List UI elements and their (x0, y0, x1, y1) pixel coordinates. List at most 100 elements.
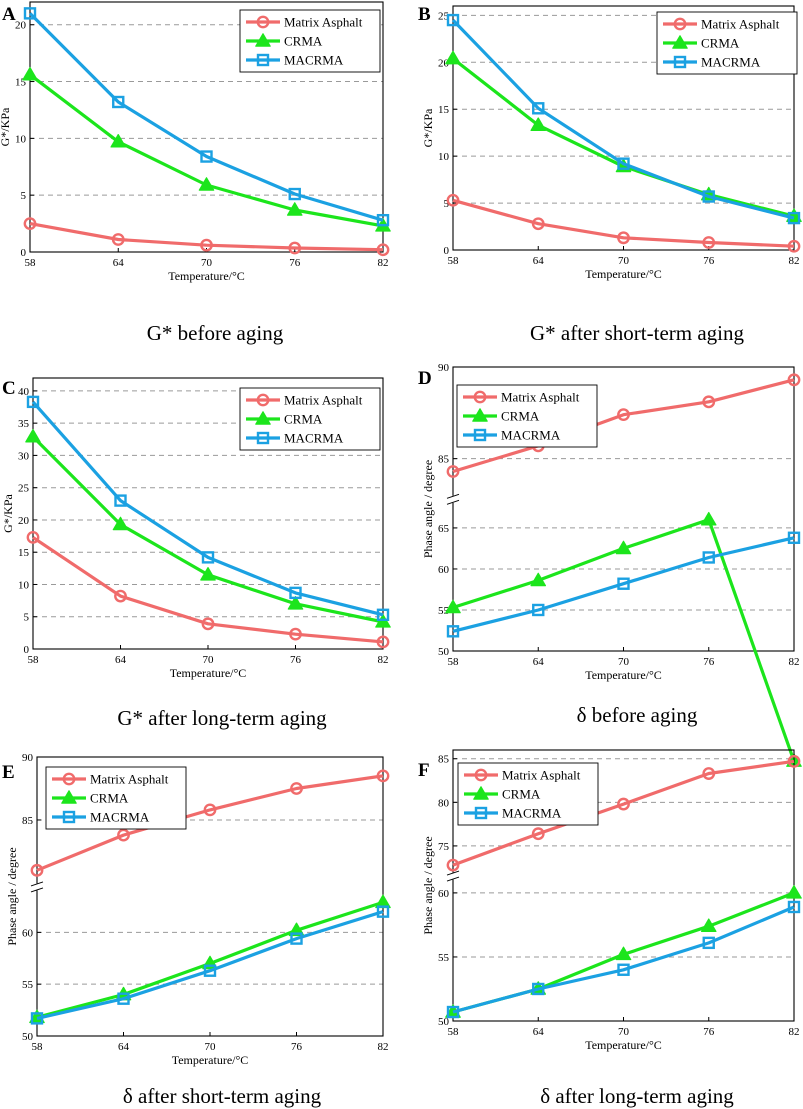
legend-marker (672, 35, 688, 49)
data-point (617, 797, 630, 811)
y-tick-label: 60 (22, 927, 34, 939)
data-point (787, 211, 801, 225)
y-tick-label: 0 (21, 247, 27, 259)
data-point (617, 577, 630, 590)
x-tick-label: 82 (789, 656, 800, 668)
data-point (110, 133, 127, 148)
chart-panel-d: D 50 55 60 65 85 90 58 64 70 76 82 Temperature/°C Pha… (418, 362, 802, 767)
panel-letter: A (2, 4, 16, 25)
data-point (376, 213, 390, 227)
data-point (787, 373, 801, 387)
data-point (290, 932, 303, 945)
legend-label: Matrix Asphalt (502, 768, 581, 783)
legend-label: MACRMA (701, 55, 761, 70)
legend-label: CRMA (502, 787, 541, 802)
y-tick-label: 15 (18, 547, 30, 559)
y-axis-title: Phase angle / degree (421, 460, 435, 558)
series-line-0 (32, 536, 384, 644)
data-point (201, 551, 215, 564)
series-line-0 (452, 759, 795, 867)
axis-break-mark (30, 887, 44, 893)
legend-marker (255, 411, 271, 425)
data-point (26, 395, 40, 409)
data-point (446, 13, 460, 27)
y-tick-label: 50 (22, 1031, 34, 1043)
x-tick-label: 76 (703, 255, 715, 267)
panel-letter: C (2, 378, 16, 399)
data-point (30, 863, 44, 877)
panel-caption: G* before aging (147, 321, 284, 345)
legend-label: Matrix Asphalt (501, 390, 580, 405)
y-tick-label: 35 (18, 418, 30, 430)
legend-marker (474, 806, 488, 820)
data-point (700, 511, 717, 526)
data-point (786, 885, 802, 899)
data-point (288, 241, 302, 255)
legend-marker (472, 408, 488, 422)
y-tick-label: 20 (15, 20, 27, 32)
x-tick-label: 76 (703, 656, 715, 668)
panel-caption: δ before aging (577, 703, 698, 727)
series-line-2 (452, 905, 795, 1014)
x-tick-label: 82 (789, 255, 800, 267)
y-tick-label: 20 (18, 515, 30, 527)
y-tick-label: 15 (438, 104, 450, 116)
legend-label: Matrix Asphalt (701, 17, 780, 32)
series-line-1 (31, 435, 384, 624)
x-axis-title: Temperature/°C (172, 1053, 249, 1067)
data-point (203, 803, 217, 817)
data-point (615, 946, 632, 961)
x-tick-label: 58 (28, 654, 40, 666)
data-point (198, 177, 215, 191)
x-tick-label: 82 (378, 257, 389, 269)
y-tick-label: 30 (18, 450, 30, 462)
legend-marker (61, 790, 77, 804)
legend-marker (473, 390, 487, 404)
legend-label: Matrix Asphalt (284, 393, 363, 408)
series-line-0 (452, 378, 795, 474)
data-point (376, 905, 390, 918)
x-tick-label: 70 (618, 1026, 630, 1038)
data-point (289, 586, 302, 600)
data-point (23, 217, 37, 230)
legend: Matrix Asphalt CRMA MACRMA (239, 387, 381, 451)
axis-break-mark (446, 876, 460, 882)
data-point (114, 589, 127, 603)
y-tick-label: 10 (438, 151, 450, 163)
series-line-0 (36, 774, 384, 872)
data-point (531, 827, 545, 841)
data-point (787, 900, 801, 914)
chart-panel-a: A 0 5 10 15 20 58 64 70 76 82 Temperature/°C G*/KPa M… (0, 1, 391, 345)
legend-label: MACRMA (90, 810, 150, 825)
y-axis-title: Phase angle / degree (5, 847, 19, 945)
data-point (446, 1005, 460, 1019)
legend-marker (62, 810, 76, 824)
series-line-2 (36, 910, 384, 1020)
legend: Matrix Asphalt CRMA MACRMA (239, 9, 381, 73)
chart-panel-c: C 0 5 10 15 20 25 30 35 40 58 64 70 76 82 Temperature/°… (1, 377, 391, 730)
legend-label: CRMA (501, 409, 540, 424)
data-point (117, 828, 130, 842)
data-point (445, 599, 461, 614)
legend-label: MACRMA (502, 806, 562, 821)
y-axis-title: G*/KPa (0, 107, 12, 146)
data-point (530, 117, 547, 131)
panel-letter: D (418, 368, 432, 389)
data-point (787, 531, 801, 544)
y-tick-label: 10 (18, 579, 30, 591)
x-tick-label: 64 (113, 257, 125, 269)
data-point (112, 95, 125, 109)
y-tick-label: 20 (438, 57, 450, 69)
data-point (617, 408, 630, 422)
panel-letter: F (418, 760, 430, 781)
y-tick-label: 90 (438, 362, 450, 374)
x-tick-label: 64 (533, 1026, 545, 1038)
y-tick-label: 55 (438, 605, 450, 617)
legend-label: Matrix Asphalt (284, 15, 363, 30)
legend-label: CRMA (284, 412, 323, 427)
data-point (287, 596, 304, 610)
y-tick-label: 10 (15, 133, 27, 145)
axis-break-mark (446, 870, 460, 876)
x-axis-title: Temperature/°C (168, 269, 245, 283)
data-point (532, 982, 545, 996)
